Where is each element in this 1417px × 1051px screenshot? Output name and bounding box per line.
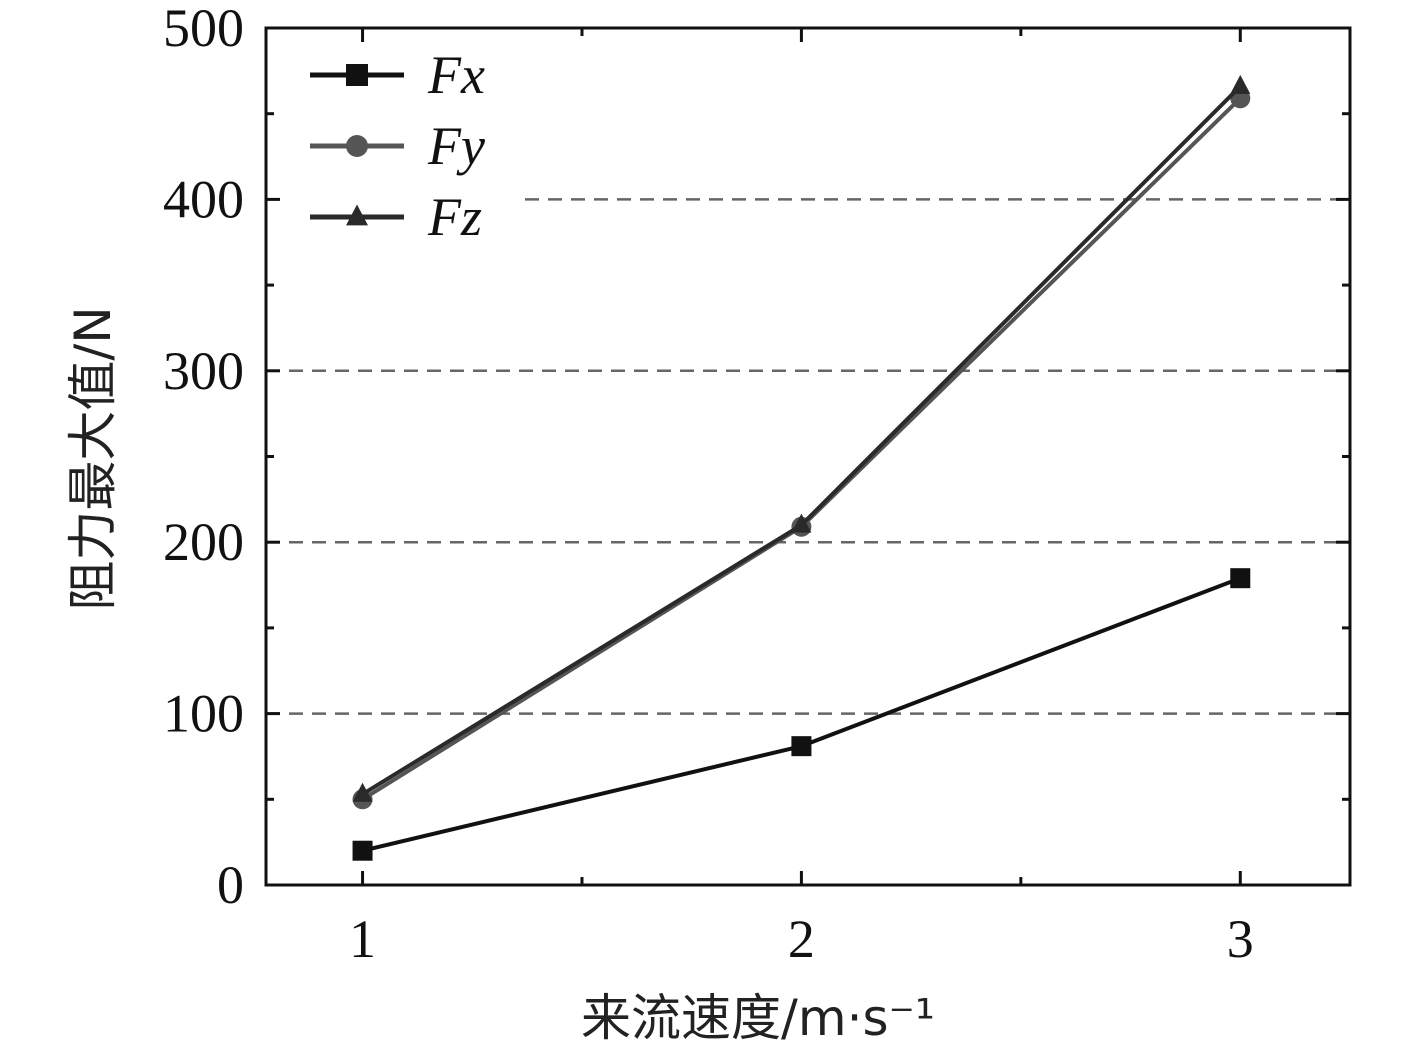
y-tick-label-300: 300 <box>163 341 244 401</box>
y-axis-title: 阻力最大值/N <box>64 306 122 610</box>
data-point-fz-2 <box>791 513 812 533</box>
legend: Fx Fy Fz <box>310 45 485 247</box>
y-tick-label-200: 200 <box>163 512 244 572</box>
legend-label-fy: Fy <box>427 116 485 176</box>
x-tick-label-3: 3 <box>1227 909 1254 969</box>
series-fx <box>352 568 1251 861</box>
x-tick-label-2: 2 <box>788 909 815 969</box>
legend-marker-fx <box>346 64 368 86</box>
data-point-fx-1 <box>352 840 373 861</box>
legend-item-fx: Fx <box>310 45 485 105</box>
series-fz <box>352 74 1251 802</box>
y-tick-label-500: 500 <box>163 0 244 58</box>
x-tick-label-1: 1 <box>349 909 376 969</box>
plot-frame <box>264 26 1352 887</box>
x-axis-title: 来流速度/m·s⁻¹ <box>581 989 935 1047</box>
legend-label-fz: Fz <box>427 187 482 247</box>
legend-label-fx: Fx <box>427 45 485 105</box>
y-tick-label-400: 400 <box>163 169 244 229</box>
series-group <box>352 74 1251 861</box>
legend-marker-fy <box>346 135 368 157</box>
data-point-fx-2 <box>791 736 812 757</box>
legend-item-fy: Fy <box>310 116 485 176</box>
tick-labels: 0 100 200 300 400 500 1 2 3 <box>163 0 1254 969</box>
legend-marker-fz <box>346 204 368 226</box>
series-fy <box>352 88 1251 810</box>
data-point-fz-1 <box>352 782 373 802</box>
series-line-fz <box>361 84 1242 796</box>
y-tick-label-100: 100 <box>163 684 244 744</box>
series-line-fy <box>361 96 1242 801</box>
y-tick-label-0: 0 <box>217 855 244 915</box>
legend-item-fz: Fz <box>310 187 482 247</box>
data-point-fx-3 <box>1230 568 1251 589</box>
grid-lines <box>266 198 1350 715</box>
data-point-fz-3 <box>1230 74 1251 94</box>
